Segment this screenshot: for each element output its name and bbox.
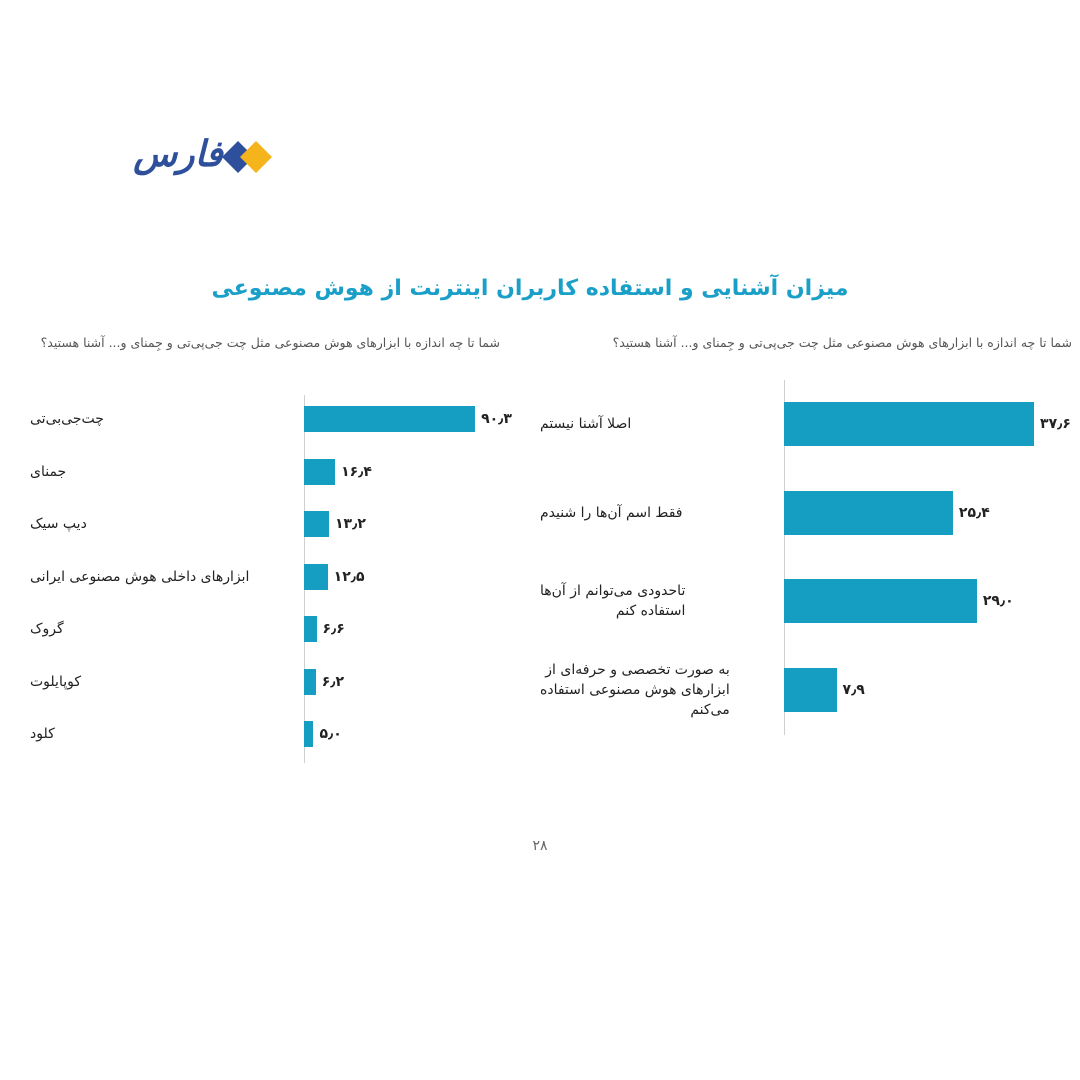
category-label-line: اصلا آشنا نیستم <box>540 416 632 432</box>
fars-logo: فارس <box>130 128 280 184</box>
logo-text: فارس <box>133 133 223 175</box>
category-label: اصلا آشنا نیستم <box>540 384 770 464</box>
page-title: میزان آشنایی و استفاده کاربران اینترنت ا… <box>211 276 849 301</box>
category-label-line: جمنای <box>30 463 67 480</box>
bar <box>784 668 837 713</box>
value-label: ۵٫۰ <box>319 726 342 742</box>
category-label-text: به صورت تخصصی و حرفه‌ای از ابزارهای هوش م… <box>540 660 730 720</box>
value-label: ۲۵٫۴ <box>958 504 990 521</box>
value-label: ۳۷٫۶ <box>1040 416 1071 432</box>
chart-axis <box>784 380 785 735</box>
bar <box>304 511 329 537</box>
category-label-text: جمنای <box>30 462 66 482</box>
category-label-line: گروک <box>30 621 64 637</box>
category-label-text: فقط اسم آن‌ها را شنیدم <box>540 503 682 523</box>
bar <box>304 668 316 695</box>
category-label-line: فقط اسم آن‌ها را شنیدم <box>540 504 683 521</box>
bar <box>304 458 336 485</box>
page-number: ۲۸ <box>532 838 548 854</box>
category-label: جمنای <box>30 432 290 512</box>
category-label-line: ابزارهای هوش مصنوعی استفاده <box>540 682 730 699</box>
category-label-text: دیپ سیک <box>30 514 87 534</box>
category-label-line: تاحدودی می‌توانم از آن‌ها <box>540 583 686 600</box>
category-label-text: گروک <box>30 619 64 639</box>
logo-diamond-icon <box>222 141 272 173</box>
category-label-text: اصلا آشنا نیستم <box>540 414 631 434</box>
category-label: فقط اسم آن‌ها را شنیدم <box>540 473 770 553</box>
bar <box>304 721 314 747</box>
value-label: ۹۰٫۳ <box>481 411 512 427</box>
category-label-line: به صورت تخصصی و حرفه‌ای از <box>545 662 730 679</box>
category-label: ابزارهای داخلی هوش مصنوعی ایرانی <box>30 537 290 617</box>
category-label: دیپ سیک <box>30 484 290 564</box>
category-label: گروک <box>30 589 290 669</box>
bar <box>304 406 476 432</box>
category-label: چت‌جی‌بی‌تی <box>30 379 290 459</box>
category-label-line: چت‌جی‌بی‌تی <box>30 411 104 427</box>
category-label-line: کلود <box>30 726 55 742</box>
bar <box>304 563 328 590</box>
category-label-text: کوپایلوت <box>30 672 81 692</box>
category-label: کوپایلوت <box>30 642 290 722</box>
category-label-line: کوپایلوت <box>30 673 82 690</box>
value-label: ۱۶٫۴ <box>341 463 372 480</box>
category-label: به صورت تخصصی و حرفه‌ای از ابزارهای هوش م… <box>540 650 770 730</box>
value-label: ۱۳٫۲ <box>335 516 366 532</box>
category-label-text: تاحدودی می‌توانم از آن‌ها استفاده کنم <box>540 581 685 621</box>
bar <box>784 402 1035 446</box>
category-label-line: استفاده کنم <box>615 603 686 620</box>
category-label-line: دیپ سیک <box>30 516 87 532</box>
value-label: ۲۹٫۰ <box>982 593 1014 610</box>
right-chart-question: شما تا چه اندازه با ابزارهای هوش مصنوعی … <box>612 335 1072 350</box>
value-label: ۶٫۶ <box>322 621 345 637</box>
bar <box>784 490 953 535</box>
category-label-line: ابزارهای داخلی هوش مصنوعی ایرانی <box>30 568 250 585</box>
category-label: کلود <box>30 694 290 774</box>
value-label: ۱۲٫۵ <box>333 568 365 585</box>
category-label-text: کلود <box>30 724 55 744</box>
category-label-text: چت‌جی‌بی‌تی <box>30 409 104 429</box>
value-label: ۶٫۲ <box>321 673 345 690</box>
category-label-text: ابزارهای داخلی هوش مصنوعی ایرانی <box>30 567 249 587</box>
bar <box>784 579 977 624</box>
bar <box>304 616 317 642</box>
category-label: تاحدودی می‌توانم از آن‌ها استفاده کنم <box>540 561 770 641</box>
category-label-line: می‌کنم <box>690 702 730 719</box>
left-chart-question: شما تا چه اندازه با ابزارهای هوش مصنوعی … <box>40 335 500 350</box>
value-label: ۷٫۹ <box>842 682 865 699</box>
